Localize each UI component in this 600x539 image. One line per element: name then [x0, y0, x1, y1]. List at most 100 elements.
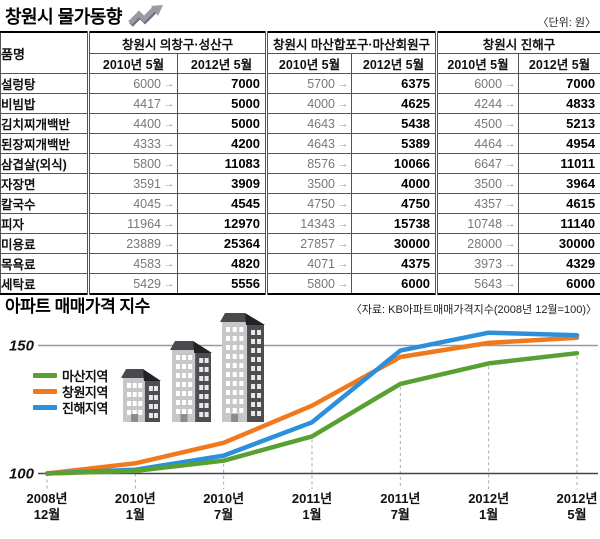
price-2012-cell: 4750 — [351, 193, 438, 214]
price-2012-cell: 10066 — [351, 153, 438, 174]
apartment-building-icon — [170, 341, 212, 422]
chart-source: 〈자료: KB아파트매매가격지수(2008년 12월=100)〉 — [350, 304, 597, 316]
arrow-icon: → — [504, 177, 516, 190]
y-axis-label-100: 100 — [9, 466, 35, 483]
period-header: 2010년 5월 — [87, 53, 178, 74]
price-2012: 5556 — [231, 276, 261, 291]
price-2010: 5429 — [133, 276, 161, 291]
table-row: 비빔밥 4417 → 5000 4000 → 4625 4244 → 4833 — [0, 93, 600, 114]
price-2010: 3591 — [133, 176, 161, 191]
x-axis-label: 2012년 5월 — [557, 491, 598, 522]
x-axis-label: 2011년 1월 — [292, 491, 332, 522]
price-2012-cell: 4200 — [176, 133, 268, 154]
series-line-changwon — [44, 335, 580, 476]
price-2012: 11011 — [560, 156, 596, 171]
price-2012: 6375 — [401, 76, 431, 91]
price-2012-cell: 5213 — [518, 113, 600, 134]
legend-item-jinhae: 진해지역 — [33, 399, 108, 416]
price-2010-cell: 11964 → — [87, 213, 178, 234]
price-2012: 4820 — [231, 256, 261, 271]
arrow-icon: → — [504, 237, 516, 250]
arrow-icon: → — [163, 197, 175, 210]
price-2012: 5213 — [566, 116, 596, 131]
price-2012: 30000 — [393, 236, 431, 251]
arrow-icon: → — [337, 97, 349, 110]
table-row: 미용료 23889 → 25364 27857 → 30000 28000 → 30000 — [0, 233, 600, 254]
period-header: 2010년 5월 — [435, 53, 520, 74]
price-2010-cell: 14343 → — [265, 213, 353, 234]
up-right-trend-arrow-icon — [128, 4, 163, 27]
price-2012: 30000 — [558, 236, 596, 251]
item-name: 미용료 — [0, 233, 89, 254]
price-2012-cell: 6375 — [351, 73, 438, 94]
price-2010: 3500 — [474, 176, 503, 191]
price-2010-cell: 4071 → — [265, 253, 353, 274]
price-2010: 4333 — [133, 136, 161, 151]
price-2012-cell: 30000 — [518, 233, 600, 254]
table-row: 칼국수 4045 → 4545 4750 → 4750 4357 → 4615 — [0, 193, 600, 214]
price-2010: 11964 — [127, 216, 161, 231]
price-2010-cell: 4400 → — [87, 113, 178, 134]
price-2010-cell: 4417 → — [87, 93, 178, 114]
price-2010: 4357 — [474, 196, 503, 211]
price-2012: 15738 — [393, 216, 431, 231]
price-2010-cell: 4464 → — [435, 133, 520, 154]
price-2012-cell: 11083 — [176, 153, 268, 174]
price-2012: 6000 — [401, 276, 431, 291]
arrow-icon: → — [163, 137, 175, 150]
price-2012: 4200 — [231, 136, 261, 151]
price-2010-cell: 4643 → — [265, 113, 353, 134]
table-row: 설렁탕 6000 → 7000 5700 → 6375 6000 → 7000 — [0, 73, 600, 94]
price-2010: 10748 — [467, 216, 503, 231]
legend-item-masan: 마산지역 — [33, 367, 108, 384]
table-row: 세탁료 5429 → 5556 5800 → 6000 5643 → 6000 — [0, 273, 600, 295]
series-line-masan — [44, 350, 580, 476]
price-2010: 8576 — [307, 156, 336, 171]
price-2012: 7000 — [231, 76, 261, 91]
arrow-icon: → — [504, 97, 516, 110]
price-2012: 4375 — [401, 256, 431, 271]
price-2012-cell: 3909 — [176, 173, 268, 194]
unit-label: 〈단위: 원〉 — [537, 17, 596, 29]
x-axis-label: 2010년 1월 — [115, 491, 156, 522]
price-2012-cell: 4625 — [351, 93, 438, 114]
price-2012: 5438 — [401, 116, 431, 131]
table-row: 김치찌개백반 4400 → 5000 4643 → 5438 4500 → 5213 — [0, 113, 600, 134]
chart-title: 아파트 매매가격 지수 — [5, 297, 150, 316]
arrow-icon: → — [163, 157, 175, 170]
period-header-row: 2010년 5월 2012년 5월 2010년 5월 2012년 5월 2010… — [1, 53, 600, 74]
legend-label: 진해지역 — [62, 400, 108, 416]
price-2010-cell: 10748 → — [435, 213, 520, 234]
page-title: 창원시 물가동향 — [5, 7, 122, 27]
price-2012: 10066 — [393, 156, 431, 171]
table-row: 된장찌개백반 4333 → 4200 4643 → 5389 4464 → 4954 — [0, 133, 600, 154]
arrow-icon: → — [337, 217, 349, 230]
item-name: 목욕료 — [0, 253, 89, 274]
price-2010-cell: 5700 → — [265, 73, 353, 94]
legend-item-changwon: 창원지역 — [33, 383, 108, 400]
price-2010-cell: 3500 → — [435, 173, 520, 194]
price-2012-cell: 4615 — [518, 193, 600, 214]
price-2010-cell: 4643 → — [265, 133, 353, 154]
price-2010: 6000 — [474, 76, 503, 91]
x-axis-label: 2011년 7월 — [380, 491, 420, 522]
price-2012-cell: 5438 — [351, 113, 438, 134]
price-2010-cell: 5800 → — [265, 273, 353, 295]
price-2010: 4045 — [133, 196, 161, 211]
price-2010: 14343 — [300, 216, 336, 231]
item-name: 피자 — [0, 213, 89, 234]
price-2010: 27857 — [300, 236, 336, 251]
x-axis-label: 2010년 7월 — [203, 491, 244, 522]
price-2012-cell: 5000 — [176, 93, 268, 114]
price-2010: 23889 — [126, 236, 161, 251]
price-2012-cell: 12970 — [176, 213, 268, 234]
price-2012-cell: 4833 — [518, 93, 600, 114]
price-2012-cell: 7000 — [518, 73, 600, 94]
price-2010: 4000 — [307, 96, 336, 111]
item-name: 비빔밥 — [0, 93, 89, 114]
arrow-icon: → — [337, 177, 349, 190]
price-2010-cell: 4357 → — [435, 193, 520, 214]
price-2010: 28000 — [467, 236, 503, 251]
table-row: 자장면 3591 → 3909 3500 → 4000 3500 → 3964 — [0, 173, 600, 194]
